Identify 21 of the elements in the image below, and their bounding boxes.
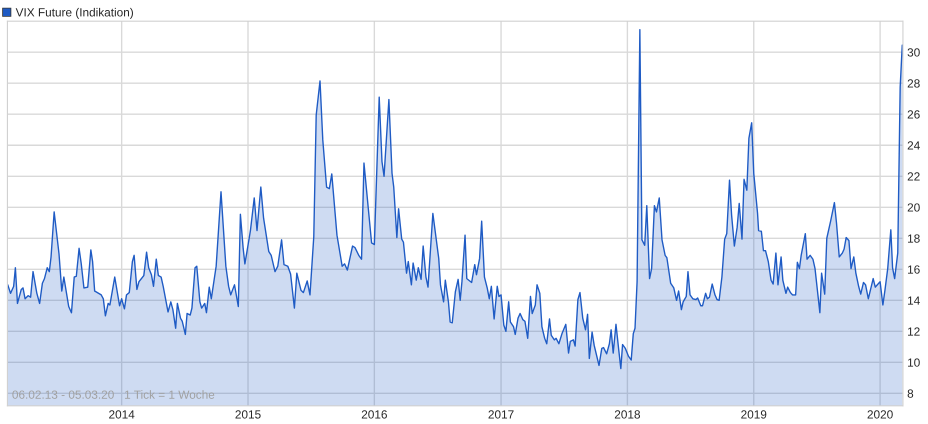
- y-tick-label: 14: [908, 296, 920, 305]
- x-tick-label: 2020: [868, 410, 893, 419]
- x-tick-label: 2017: [488, 410, 514, 419]
- y-tick-label: 30: [908, 48, 920, 57]
- x-tick-label: 2014: [109, 410, 134, 419]
- x-tick-label: 2019: [741, 410, 766, 419]
- y-tick-label: 16: [908, 265, 920, 274]
- y-tick-label: 28: [908, 79, 920, 88]
- y-tick-label: 8: [908, 389, 914, 398]
- x-tick-label: 2015: [235, 410, 261, 419]
- y-tick-label: 26: [908, 110, 920, 119]
- y-tick-label: 18: [908, 234, 920, 243]
- annotation: 06.02.13 - 05.03.20 1 Tick = 1 Woche: [12, 390, 214, 399]
- y-tick-label: 20: [908, 203, 920, 212]
- y-tick-label: 22: [908, 172, 920, 181]
- y-tick-label: 24: [908, 141, 920, 150]
- x-tick-label: 2016: [362, 410, 387, 419]
- y-tick-label: 10: [908, 358, 920, 367]
- x-tick-label: 2018: [614, 410, 640, 419]
- legend-label: VIX Future (Indikation): [16, 8, 133, 19]
- y-tick-label: 12: [908, 327, 920, 336]
